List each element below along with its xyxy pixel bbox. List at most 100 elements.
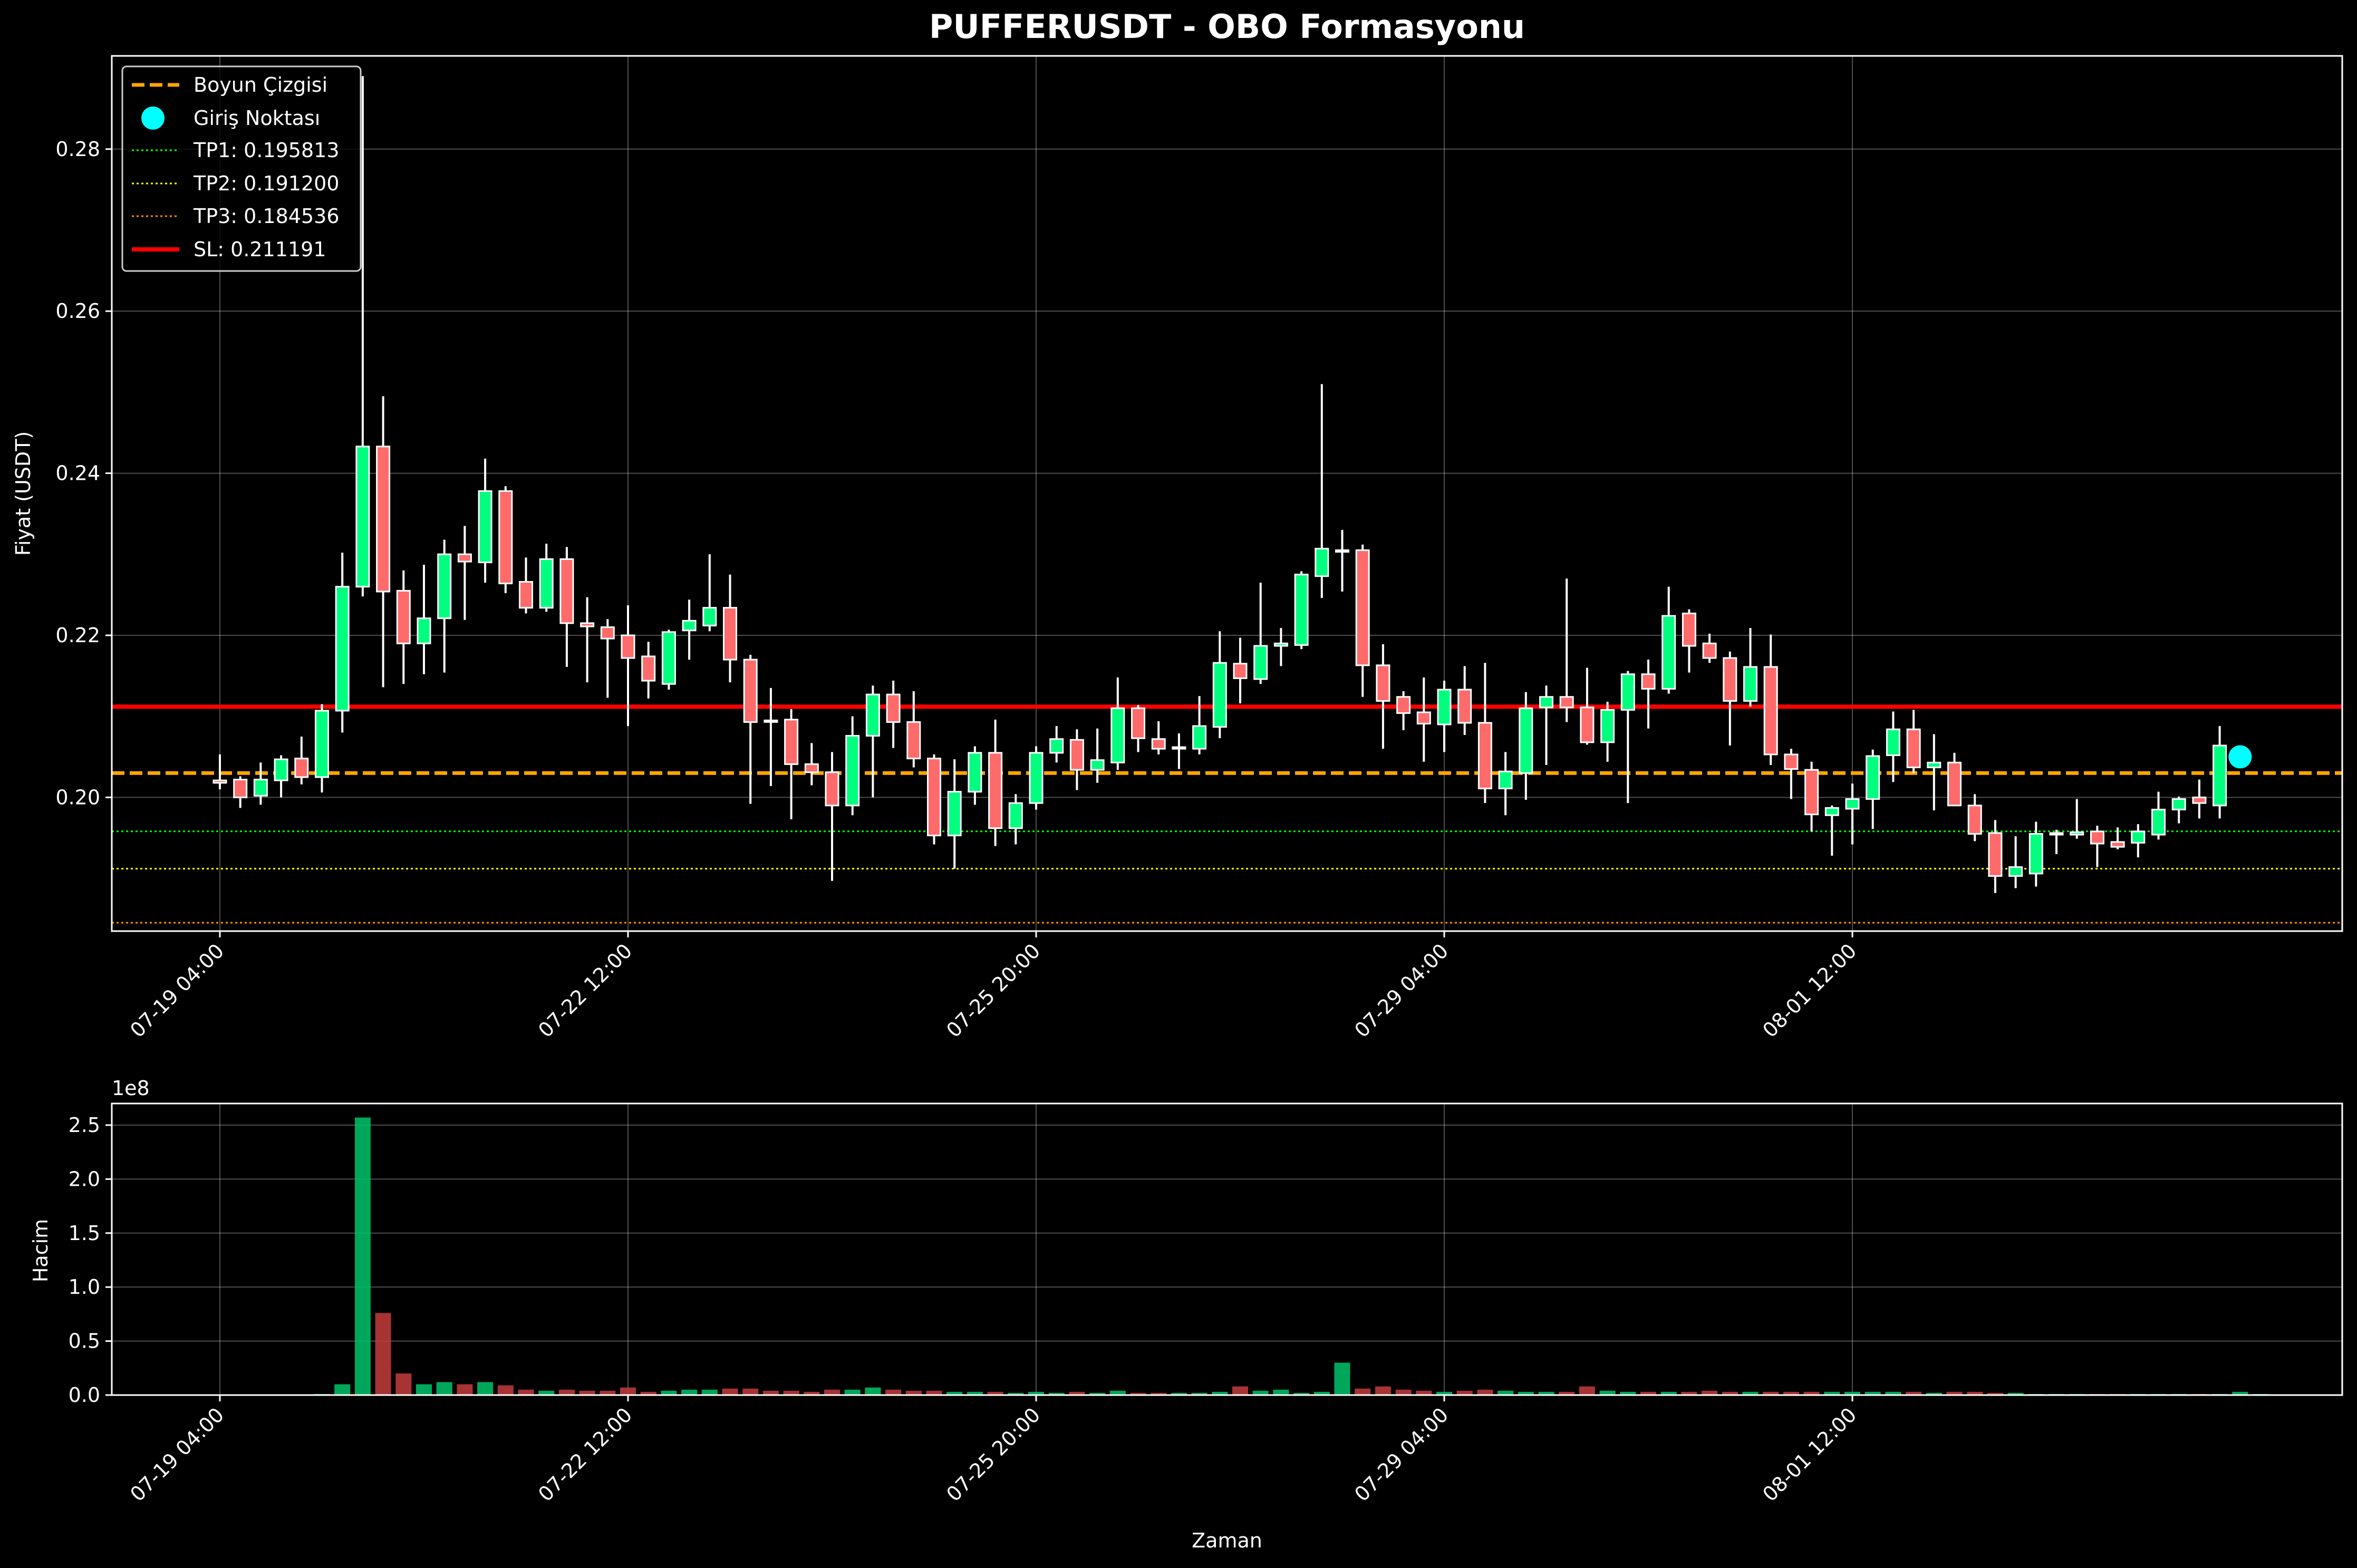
candle-body-down [621, 634, 635, 659]
volume-bar [783, 1390, 799, 1395]
volume-bar [967, 1391, 983, 1395]
volume-y-tick-label: 1.5 [69, 1222, 100, 1245]
volume-bars [212, 1117, 2268, 1395]
candle-body-down [1967, 805, 1982, 835]
volume-bar [804, 1391, 820, 1395]
volume-bar [1273, 1389, 1289, 1395]
volume-bar [1763, 1391, 1779, 1395]
price-legend: Boyun Çizgisi Giriş Noktası TP1: 0.19581… [121, 65, 362, 272]
volume-bar [987, 1391, 1003, 1395]
candle-body-down [927, 758, 941, 837]
volume-bar [1599, 1390, 1616, 1395]
candle-body-down [1477, 722, 1492, 789]
candle-body-up [845, 735, 860, 807]
legend-swatch-entry [141, 107, 165, 130]
candle-body-up [1437, 689, 1452, 725]
price-levels [112, 704, 2342, 924]
price-y-axis-label: Fiyat (USDT) [12, 431, 35, 556]
candle-body-down [743, 659, 758, 723]
candle-body-down [1804, 769, 1819, 816]
volume-bar [640, 1391, 656, 1395]
candle-body-down [559, 558, 574, 624]
candle-body-down [1947, 761, 1962, 807]
volume-bar [1885, 1391, 1901, 1395]
volume-bar [1660, 1391, 1677, 1395]
candle-body-up [1662, 615, 1676, 690]
candle-body-up [702, 607, 717, 627]
candle-body-up [437, 553, 452, 620]
candle-body-down [376, 446, 391, 593]
volume-bar [1477, 1389, 1493, 1395]
volume-bar [1416, 1390, 1432, 1395]
volume-bar [1967, 1391, 1983, 1395]
volume-bar [885, 1389, 902, 1395]
candle-body-up [355, 446, 370, 588]
candle-body-down [784, 719, 799, 765]
volume-bar [1681, 1391, 1697, 1395]
volume-bar [762, 1390, 779, 1395]
volume-bar [905, 1390, 922, 1395]
volume-bar [1579, 1386, 1595, 1395]
candle-body-down [2192, 796, 2207, 804]
candle-body-down [580, 622, 595, 627]
volume-bar [1702, 1390, 1718, 1395]
volume-bar [1436, 1391, 1452, 1395]
volume-axes-frame [111, 1102, 2343, 1396]
candle-body-up [2151, 808, 2166, 836]
candle-body-up [315, 710, 329, 778]
volume-y-axis-label: Hacim [29, 1219, 52, 1282]
volume-bar [946, 1391, 963, 1395]
candle-body-down [1580, 706, 1595, 743]
volume-bar [579, 1390, 595, 1395]
candle-body-down [1151, 738, 1166, 750]
candle-body-up [274, 758, 288, 781]
volume-bar [1865, 1391, 1881, 1395]
candle-body-down [2110, 841, 2125, 848]
candle-body-up [2049, 832, 2064, 836]
candle-body-up [1620, 673, 1635, 711]
candle-body-up [1049, 738, 1064, 754]
volume-bar [742, 1388, 759, 1395]
candle-body-down [764, 719, 778, 723]
candle-body-up [1519, 707, 1533, 774]
candle-body-up [1315, 548, 1329, 577]
price-y-tick-label: 0.26 [55, 299, 100, 323]
volume-bar [1334, 1362, 1350, 1395]
volume-bar [395, 1373, 412, 1395]
candle-body-up [253, 779, 268, 797]
candle-body-down [2090, 830, 2104, 845]
volume-bar [1171, 1392, 1187, 1395]
candle-body-up [1253, 645, 1268, 680]
volume-bar [1742, 1391, 1759, 1395]
candle-body-up [1212, 662, 1227, 728]
volume-bar [1151, 1392, 1167, 1395]
volume-bar [1395, 1389, 1412, 1395]
candle-body-down [1763, 666, 1778, 756]
volume-bar [2007, 1392, 2024, 1395]
volume-bar [1844, 1391, 1860, 1395]
candle-body-down [457, 553, 472, 563]
candle-body-down [988, 752, 1003, 829]
price-candles [212, 76, 2227, 893]
volume-bar [457, 1384, 473, 1395]
volume-bar [436, 1382, 452, 1395]
volume-bar [518, 1389, 534, 1395]
volume-bar [1293, 1392, 1310, 1395]
price-y-tick-label: 0.24 [55, 462, 100, 485]
candle-body-up [1090, 759, 1105, 771]
price-y-ticks: 0.20 0.22 0.24 0.26 0.28 [55, 138, 112, 809]
legend-box [121, 65, 362, 272]
volume-bar [1783, 1391, 1799, 1395]
volume-bar [1824, 1391, 1840, 1395]
candle-body-up [1273, 642, 1288, 647]
volume-y-tick-label: 2.5 [69, 1114, 100, 1137]
candle-body-down [1723, 657, 1737, 702]
candle-body-up [2008, 866, 2023, 877]
volume-bar [1212, 1391, 1228, 1395]
candle-body-up [478, 490, 492, 564]
candle-body-up [2070, 831, 2084, 836]
candle-body-up [1886, 728, 1900, 756]
volume-bar [620, 1387, 636, 1395]
